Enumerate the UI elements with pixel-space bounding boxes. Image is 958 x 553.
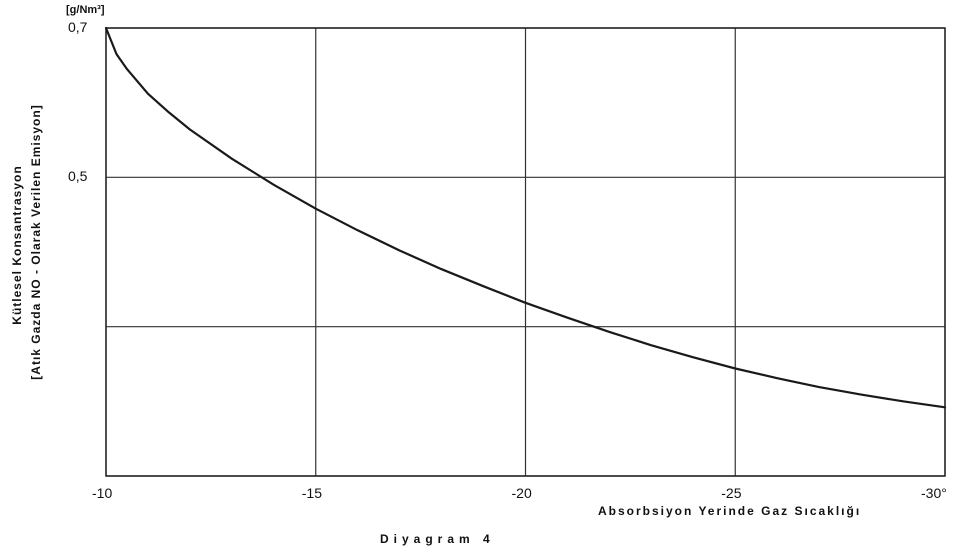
x-tick-label-0: -10 (92, 485, 113, 501)
grid (105, 27, 946, 477)
x-tick-label-1: -15 (301, 485, 322, 501)
series-layer (104, 26, 947, 409)
series-line-0 (104, 26, 947, 409)
y-tick-label-0: 0,7 (68, 19, 88, 35)
figure-caption: Diyagram 4 (380, 532, 495, 546)
x-axis-title: Absorbsiyon Yerinde Gaz Sıcaklığı (598, 504, 862, 518)
plot-frame (105, 27, 946, 477)
y-unit-label: [g/Nm³] (66, 4, 105, 16)
x-tick-label-2: -20 (511, 485, 532, 501)
x-tick-label-4: -30° (921, 485, 947, 501)
x-tick-label-3: -25 (721, 485, 742, 501)
y-axis-label-line1: Kütlesel Konsantrasyon (10, 165, 24, 325)
y-axis-label-line2: [Atık Gazda NO - Olarak Verilen Emisyon] (29, 104, 43, 380)
plot-border (105, 27, 946, 477)
y-tick-label-1: 0,5 (68, 168, 88, 185)
